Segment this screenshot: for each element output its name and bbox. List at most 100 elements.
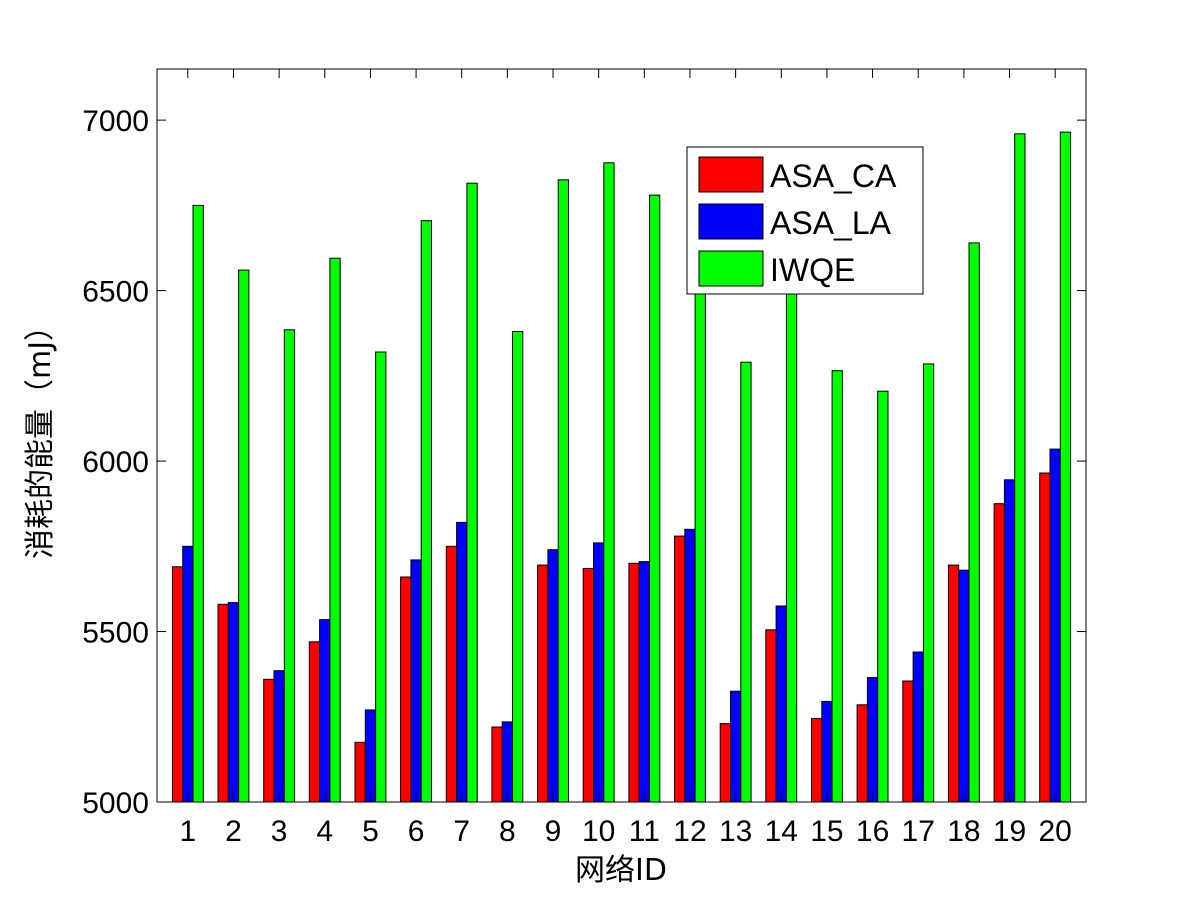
x-tick-label: 5: [362, 815, 379, 848]
x-tick-label: 10: [582, 815, 615, 848]
legend-label-asa-la: ASA_LA: [770, 205, 892, 241]
y-tick-label: 6500: [82, 276, 149, 309]
bar-asa-la-11: [638, 561, 651, 803]
bar-asa-la-19: [1003, 479, 1016, 803]
bar-asa-ca-1: [171, 566, 184, 803]
bar-asa-ca-19: [993, 503, 1005, 803]
bar-iwqe-7: [466, 182, 478, 803]
bar-asa-la-6: [410, 559, 422, 803]
x-tick-label: 11: [629, 815, 660, 848]
bar-iwqe-14: [785, 273, 798, 803]
x-tick-label: 13: [719, 815, 752, 848]
bar-iwqe-13: [740, 361, 752, 803]
y-tick-label: 7000: [82, 105, 149, 138]
bar-asa-ca-13: [719, 723, 732, 803]
bar-iwqe-16: [877, 390, 889, 803]
x-tick-label: 8: [499, 815, 516, 848]
bar-asa-la-13: [730, 690, 742, 803]
x-tick-label: 4: [316, 815, 333, 848]
bar-iwqe-5: [375, 351, 387, 803]
bar-asa-la-20: [1049, 448, 1061, 803]
x-tick-label: 1: [179, 815, 196, 848]
bar-asa-la-7: [456, 521, 468, 803]
bar-asa-la-4: [319, 619, 331, 803]
bar-asa-ca-14: [765, 629, 777, 803]
bar-iwqe-12: [694, 273, 706, 803]
y-tick-label: 5500: [82, 617, 149, 650]
x-tick-label: 19: [993, 815, 1026, 848]
bar-asa-ca-6: [400, 576, 412, 803]
bar-asa-ca-7: [445, 545, 458, 803]
bar-asa-la-8: [501, 721, 514, 803]
bar-iwqe-15: [831, 370, 843, 803]
bar-asa-la-9: [547, 549, 559, 803]
legend: ASA_CA ASA_LA IWQE: [686, 146, 924, 295]
bar-asa-ca-3: [263, 678, 275, 803]
bar-iwqe-6: [420, 220, 433, 803]
bar-asa-ca-2: [217, 603, 229, 803]
y-tick-label: 6000: [82, 446, 149, 479]
plot-frame: [156, 68, 1087, 803]
bars-group: [171, 131, 1072, 803]
bar-asa-la-3: [273, 670, 285, 803]
bar-iwqe-17: [922, 363, 935, 803]
bar-asa-la-5: [364, 709, 377, 803]
x-tick-label: 17: [902, 815, 935, 848]
bar-iwqe-8: [512, 331, 524, 803]
bar-asa-ca-15: [811, 718, 823, 803]
x-tick-label: 12: [673, 815, 706, 848]
x-tick-label: 14: [765, 815, 798, 848]
bar-asa-la-2: [227, 602, 240, 803]
bar-iwqe-11: [649, 194, 661, 803]
bar-asa-ca-9: [537, 564, 549, 803]
bar-asa-ca-5: [354, 741, 366, 803]
y-axis-title: 消耗的能量（mJ）: [23, 311, 58, 559]
x-tick-label: 20: [1038, 815, 1071, 848]
bar-iwqe-2: [238, 269, 250, 803]
bar-iwqe-1: [192, 204, 204, 803]
bar-asa-la-16: [866, 677, 879, 803]
legend-swatch-iwqe: [698, 250, 764, 287]
x-tick-label: 7: [453, 815, 470, 848]
x-tick-label: 18: [947, 815, 980, 848]
bar-iwqe-4: [329, 257, 341, 803]
legend-label-iwqe: IWQE: [770, 252, 855, 288]
bar-asa-la-12: [684, 528, 696, 803]
bar-iwqe-19: [1014, 133, 1026, 803]
bar-asa-ca-17: [902, 680, 914, 803]
bar-asa-ca-12: [674, 535, 686, 803]
bar-asa-la-10: [593, 542, 605, 803]
bar-asa-ca-4: [308, 641, 321, 803]
x-tick-label: 3: [271, 815, 288, 848]
bar-asa-ca-18: [947, 564, 960, 803]
bar-asa-la-18: [958, 569, 970, 803]
bar-iwqe-9: [557, 179, 570, 803]
bar-asa-ca-20: [1039, 472, 1051, 803]
legend-swatch-asa-la: [698, 203, 764, 240]
bar-asa-ca-8: [491, 726, 503, 803]
bar-asa-la-14: [775, 605, 787, 803]
x-axis-ticks: 1 2 3 4 5 6 7 8 9 10 11 12 13 14 15 16 17 18 19 20: [179, 69, 1072, 848]
bar-iwqe-3: [283, 329, 296, 803]
x-tick-label: 2: [225, 815, 242, 848]
bar-iwqe-10: [603, 162, 615, 803]
bar-asa-la-1: [182, 545, 194, 803]
legend-swatch-asa-ca: [698, 156, 764, 193]
x-tick-label: 16: [856, 815, 889, 848]
x-tick-label: 9: [545, 815, 562, 848]
x-tick-label: 6: [408, 815, 425, 848]
y-tick-label: 5000: [82, 787, 149, 820]
x-axis-title: 网络ID: [575, 853, 667, 888]
y-axis-ticks: 5000 5500 6000 6500 7000: [82, 105, 1086, 820]
bar-asa-ca-11: [628, 562, 640, 803]
x-tick-label: 15: [810, 815, 843, 848]
bar-asa-la-15: [821, 700, 833, 803]
bar-asa-ca-10: [582, 568, 595, 803]
legend-label-asa-ca: ASA_CA: [770, 158, 897, 194]
bar-iwqe-20: [1059, 131, 1072, 803]
plot-area: [157, 69, 1086, 802]
bar-asa-ca-16: [856, 704, 868, 803]
bar-asa-la-17: [912, 651, 924, 803]
bar-iwqe-18: [968, 242, 980, 803]
